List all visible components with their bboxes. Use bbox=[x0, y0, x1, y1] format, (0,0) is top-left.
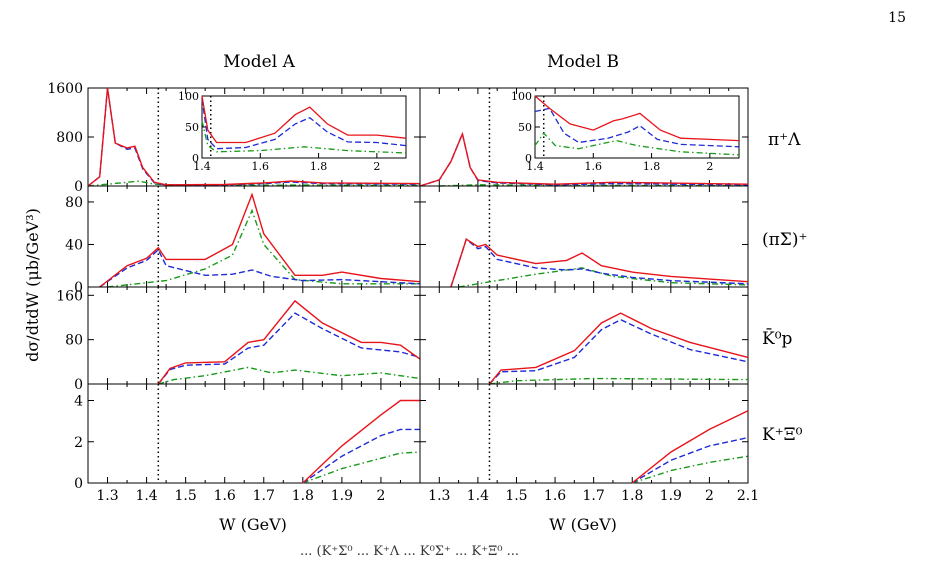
inset-frame bbox=[201, 95, 407, 159]
row-label-pi-sigma: (πΣ)⁺ bbox=[762, 230, 807, 250]
curve-full bbox=[631, 410, 749, 484]
curve-full bbox=[419, 131, 749, 187]
caption-fragment: ... (K⁺Σ⁰ ... K⁺Λ ... K̄⁰Σ⁺ ... K⁺Ξ⁰ ... bbox=[300, 544, 519, 559]
inset-x-tick-label: 1.4 bbox=[193, 160, 211, 173]
inset-x-tick-label: 1.8 bbox=[310, 160, 328, 173]
curve-dashed bbox=[488, 318, 749, 385]
row-label-kbar-p: K̄⁰p bbox=[762, 327, 793, 349]
y-tick-label: 160 bbox=[56, 288, 83, 304]
row-label-pi-lambda: π⁺Λ bbox=[768, 130, 801, 150]
x-tick-label: 1.6 bbox=[214, 488, 236, 504]
x-axis-label-a: W (GeV) bbox=[219, 515, 287, 534]
curve-dashed bbox=[631, 436, 749, 484]
curve-full bbox=[488, 312, 749, 385]
y-tick-label: 0 bbox=[74, 179, 83, 195]
x-tick-label: 2.1 bbox=[737, 488, 759, 504]
curve-full bbox=[157, 299, 421, 385]
y-tick-label: 4 bbox=[74, 394, 83, 410]
curve-dashed bbox=[99, 248, 421, 288]
curve-dashed bbox=[302, 428, 420, 484]
x-tick-label: 2 bbox=[376, 488, 385, 504]
x-tick-label: 2 bbox=[705, 488, 714, 504]
y-tick-label: 0 bbox=[74, 280, 83, 296]
curve-dashdot bbox=[302, 451, 421, 484]
y-tick-label: 0 bbox=[74, 476, 83, 492]
panel-frame bbox=[419, 383, 749, 484]
inset-x-tick-label: 1.4 bbox=[526, 160, 544, 173]
curve-full bbox=[302, 399, 420, 484]
inset-curve-dashdot bbox=[201, 120, 407, 154]
x-tick-label: 1.8 bbox=[621, 488, 643, 504]
panel-frame bbox=[87, 383, 421, 484]
page-number: 15 bbox=[888, 10, 906, 26]
inset-curve-full bbox=[201, 95, 407, 144]
x-tick-label: 1.6 bbox=[544, 488, 566, 504]
y-tick-label: 80 bbox=[65, 333, 83, 349]
curve-dashdot bbox=[87, 180, 421, 187]
panel-frame bbox=[419, 185, 749, 288]
curve-dashed bbox=[157, 312, 421, 385]
x-tick-label: 1.4 bbox=[135, 488, 157, 504]
curve-dashdot bbox=[107, 208, 420, 288]
inset-curve-full bbox=[534, 95, 740, 142]
inset-y-tick-label: 100 bbox=[511, 90, 532, 103]
inset-y-tick-label: 50 bbox=[518, 121, 532, 134]
x-tick-label: 1.5 bbox=[175, 488, 197, 504]
x-tick-label: 1.3 bbox=[96, 488, 118, 504]
inset-y-tick-label: 50 bbox=[185, 121, 199, 134]
curve-dashed bbox=[450, 238, 749, 288]
inset-curve-dashed bbox=[201, 99, 407, 150]
col-title-model-b: Model B bbox=[547, 52, 619, 72]
x-tick-label: 1.9 bbox=[331, 488, 353, 504]
x-tick-label: 1.5 bbox=[505, 488, 527, 504]
curve-dashdot bbox=[158, 366, 421, 385]
x-tick-label: 1.7 bbox=[253, 488, 275, 504]
inset-x-tick-label: 2 bbox=[706, 160, 713, 173]
y-tick-label: 80 bbox=[65, 195, 83, 211]
col-title-model-a: Model A bbox=[223, 52, 295, 72]
inset-x-tick-label: 1.6 bbox=[585, 160, 603, 173]
curve-dashdot bbox=[631, 455, 749, 484]
y-tick-label: 2 bbox=[74, 435, 83, 451]
y-tick-label: 40 bbox=[65, 237, 83, 253]
curve-dashdot bbox=[458, 267, 749, 288]
x-axis-label-b: W (GeV) bbox=[549, 515, 617, 534]
x-tick-label: 1.3 bbox=[428, 488, 450, 504]
inset-y-tick-label: 0 bbox=[192, 152, 199, 165]
x-tick-label: 1.8 bbox=[292, 488, 314, 504]
y-tick-label: 800 bbox=[56, 130, 83, 146]
y-axis-label: dσ/dtdW (μb/GeV³) bbox=[23, 208, 42, 362]
inset-y-tick-label: 100 bbox=[178, 90, 199, 103]
x-tick-label: 1.4 bbox=[467, 488, 489, 504]
panel-frame bbox=[419, 286, 749, 385]
y-tick-label: 0 bbox=[74, 377, 83, 393]
x-tick-label: 1.7 bbox=[583, 488, 605, 504]
figure: Model A Model B dσ/dtdW (μb/GeV³) W (GeV… bbox=[23, 52, 807, 534]
inset-x-tick-label: 1.8 bbox=[643, 160, 661, 173]
inset-x-tick-label: 1.6 bbox=[252, 160, 270, 173]
curve-dashdot bbox=[489, 377, 749, 385]
inset-y-tick-label: 0 bbox=[525, 152, 532, 165]
inset-x-tick-label: 2 bbox=[373, 160, 380, 173]
x-tick-label: 1.9 bbox=[660, 488, 682, 504]
inset-curve-dashdot bbox=[534, 132, 740, 156]
y-tick-label: 1600 bbox=[47, 81, 83, 97]
row-label-k-xi: K⁺Ξ⁰ bbox=[762, 425, 803, 445]
curve-full bbox=[450, 238, 749, 288]
curve-full bbox=[99, 192, 421, 288]
inset-curve-dashed bbox=[534, 107, 740, 148]
curve-full bbox=[87, 87, 421, 187]
